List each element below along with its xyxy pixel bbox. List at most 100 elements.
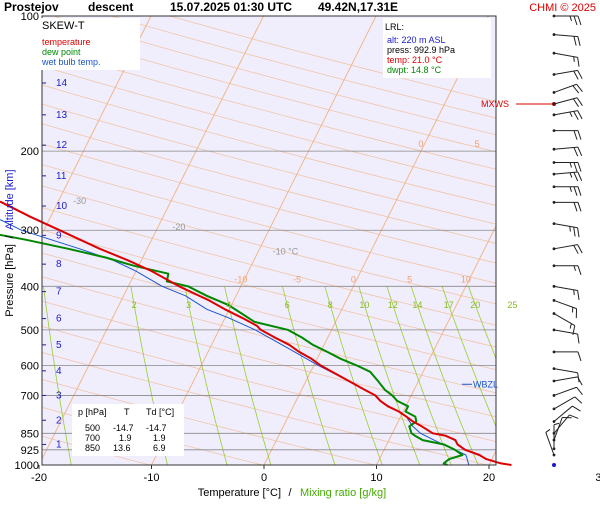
wind-barb-dot	[553, 299, 556, 302]
altitude-tick-label: 5	[56, 340, 62, 351]
wind-barb-staff	[554, 406, 572, 421]
wind-barb-flag	[578, 290, 579, 299]
wind-barb-flag	[574, 163, 577, 172]
wind-barb-half-flag	[554, 423, 559, 425]
altitude-tick-label: 7	[56, 287, 62, 298]
table-cell: 13.6	[113, 443, 131, 453]
wind-barb-flag	[578, 377, 583, 385]
wind-barb-flag	[578, 266, 581, 275]
table-header-p: p [hPa]	[78, 407, 107, 417]
wind-barb-half-flag	[574, 290, 575, 295]
x-tick-label: -10	[144, 472, 160, 484]
wind-barb-dot	[553, 394, 556, 397]
x-axis-label: Temperature [°C]	[198, 487, 281, 499]
mixing-ratio-label: 14	[412, 300, 422, 310]
wind-barb-dot	[553, 185, 556, 188]
wind-barb-flag	[574, 245, 579, 253]
wind-barb-dot	[553, 148, 556, 151]
table-cell: 1.9	[119, 433, 132, 443]
wind-barb	[553, 328, 579, 343]
wind-barb-dot	[553, 15, 556, 18]
wind-barb-flag	[578, 111, 583, 119]
wind-barb-half-flag	[574, 266, 576, 271]
wind-barb-flag	[574, 227, 575, 236]
wind-barb-dot	[553, 264, 556, 267]
wind-barb	[553, 161, 581, 171]
altitude-tick-label: 11	[56, 171, 67, 182]
wind-barb	[553, 111, 583, 120]
mixing-ratio-label: 17	[444, 300, 454, 310]
wind-barb-dot	[553, 454, 556, 457]
wind-barb-flag	[577, 387, 583, 394]
wind-barb-dot	[553, 201, 556, 204]
altitude-tick-label: 9	[56, 230, 62, 241]
wind-barb-flag	[578, 172, 582, 181]
legend-dewpoint: dew point	[42, 47, 81, 57]
header-datetime: 15.07.2025 01:30 UTC	[170, 0, 292, 14]
wind-barb-dot	[553, 312, 556, 315]
x-axis-title: Temperature [°C] / Mixing ratio [g/kg]	[198, 487, 386, 499]
wind-barb-flag	[574, 36, 576, 45]
wind-barb	[553, 185, 581, 195]
wind-barb	[553, 367, 579, 382]
wind-barb-staff	[554, 369, 578, 373]
wind-barb-dot	[553, 408, 556, 411]
x-tick-label: 30	[595, 472, 600, 484]
legend-wetbulb: wet bulb temp.	[41, 57, 101, 67]
wind-barb-staff	[546, 432, 554, 455]
altitude-tick-label: 13	[56, 110, 68, 121]
wind-barb-half-flag	[570, 16, 572, 21]
legend-temperature: temperature	[42, 37, 91, 47]
table-header-td: Td [°C]	[146, 407, 174, 417]
wind-barb-dot	[553, 247, 556, 250]
lrl-temp: temp: 21.0 °C	[387, 55, 443, 65]
wind-barb-half-flag	[546, 429, 550, 432]
lrl-dwpt: dwpt: 14.8 °C	[387, 65, 442, 75]
wind-barb	[553, 98, 583, 107]
altitude-tick-label: 4	[56, 366, 62, 377]
pressure-tick-label: 200	[21, 146, 39, 158]
data-table: p [hPa] T Td [°C] 500 -14.7 -14.7 700 1.…	[72, 404, 184, 456]
altitude-tick-label: 14	[56, 78, 68, 89]
mixing-ratio-label: 6	[285, 300, 290, 310]
x-tick-label: -20	[31, 472, 47, 484]
wind-barb	[553, 418, 572, 442]
isotherm-line	[489, 16, 600, 465]
table-cell: 6.9	[153, 443, 166, 453]
y-axis-label: Pressure [hPa]	[4, 244, 16, 317]
altitude-tick-label: 3	[56, 390, 62, 401]
isotherm-label: -10	[234, 274, 247, 284]
wind-barb-flag	[573, 99, 578, 107]
wind-barb	[553, 84, 583, 94]
legend: SKEW-T temperature dew point wet bulb te…	[40, 18, 140, 70]
wind-barb-flag	[574, 172, 578, 181]
wind-barb-dot	[553, 447, 556, 450]
wind-barb-half-flag	[570, 163, 572, 168]
wind-barb-flag	[574, 111, 579, 119]
x-axis-label-mixing: Mixing ratio [g/kg]	[300, 487, 386, 499]
wind-barb-flag	[578, 202, 581, 211]
pressure-tick-label: 600	[21, 360, 39, 372]
wind-barb	[553, 15, 581, 25]
wind-barb-flag	[574, 16, 577, 25]
wind-barb-dot	[553, 328, 556, 331]
wind-barb-dot	[553, 367, 556, 370]
wind-barb-dot	[553, 351, 556, 354]
mixing-ratio-label: 20	[470, 300, 480, 310]
wind-barb	[553, 222, 579, 237]
wind-barb-flag	[578, 245, 583, 253]
wind-barb-dot	[553, 173, 556, 176]
wind-barb-half-flag	[570, 112, 572, 117]
pressure-tick-label: 1000	[15, 460, 39, 472]
wind-barb	[553, 285, 579, 300]
wind-barb-dot	[553, 73, 556, 76]
wind-barb-dot	[553, 33, 556, 36]
isotherm-label: 0	[418, 139, 423, 149]
table-cell: 850	[85, 443, 100, 453]
wind-barb-half-flag	[570, 173, 572, 178]
header-coords: 49.42N,17.31E	[318, 0, 398, 14]
surface-dot	[552, 463, 556, 467]
pressure-tick-label: 500	[21, 325, 39, 337]
lrl-title: LRL:	[385, 22, 404, 32]
altitude-tick-label: 10	[56, 201, 68, 212]
